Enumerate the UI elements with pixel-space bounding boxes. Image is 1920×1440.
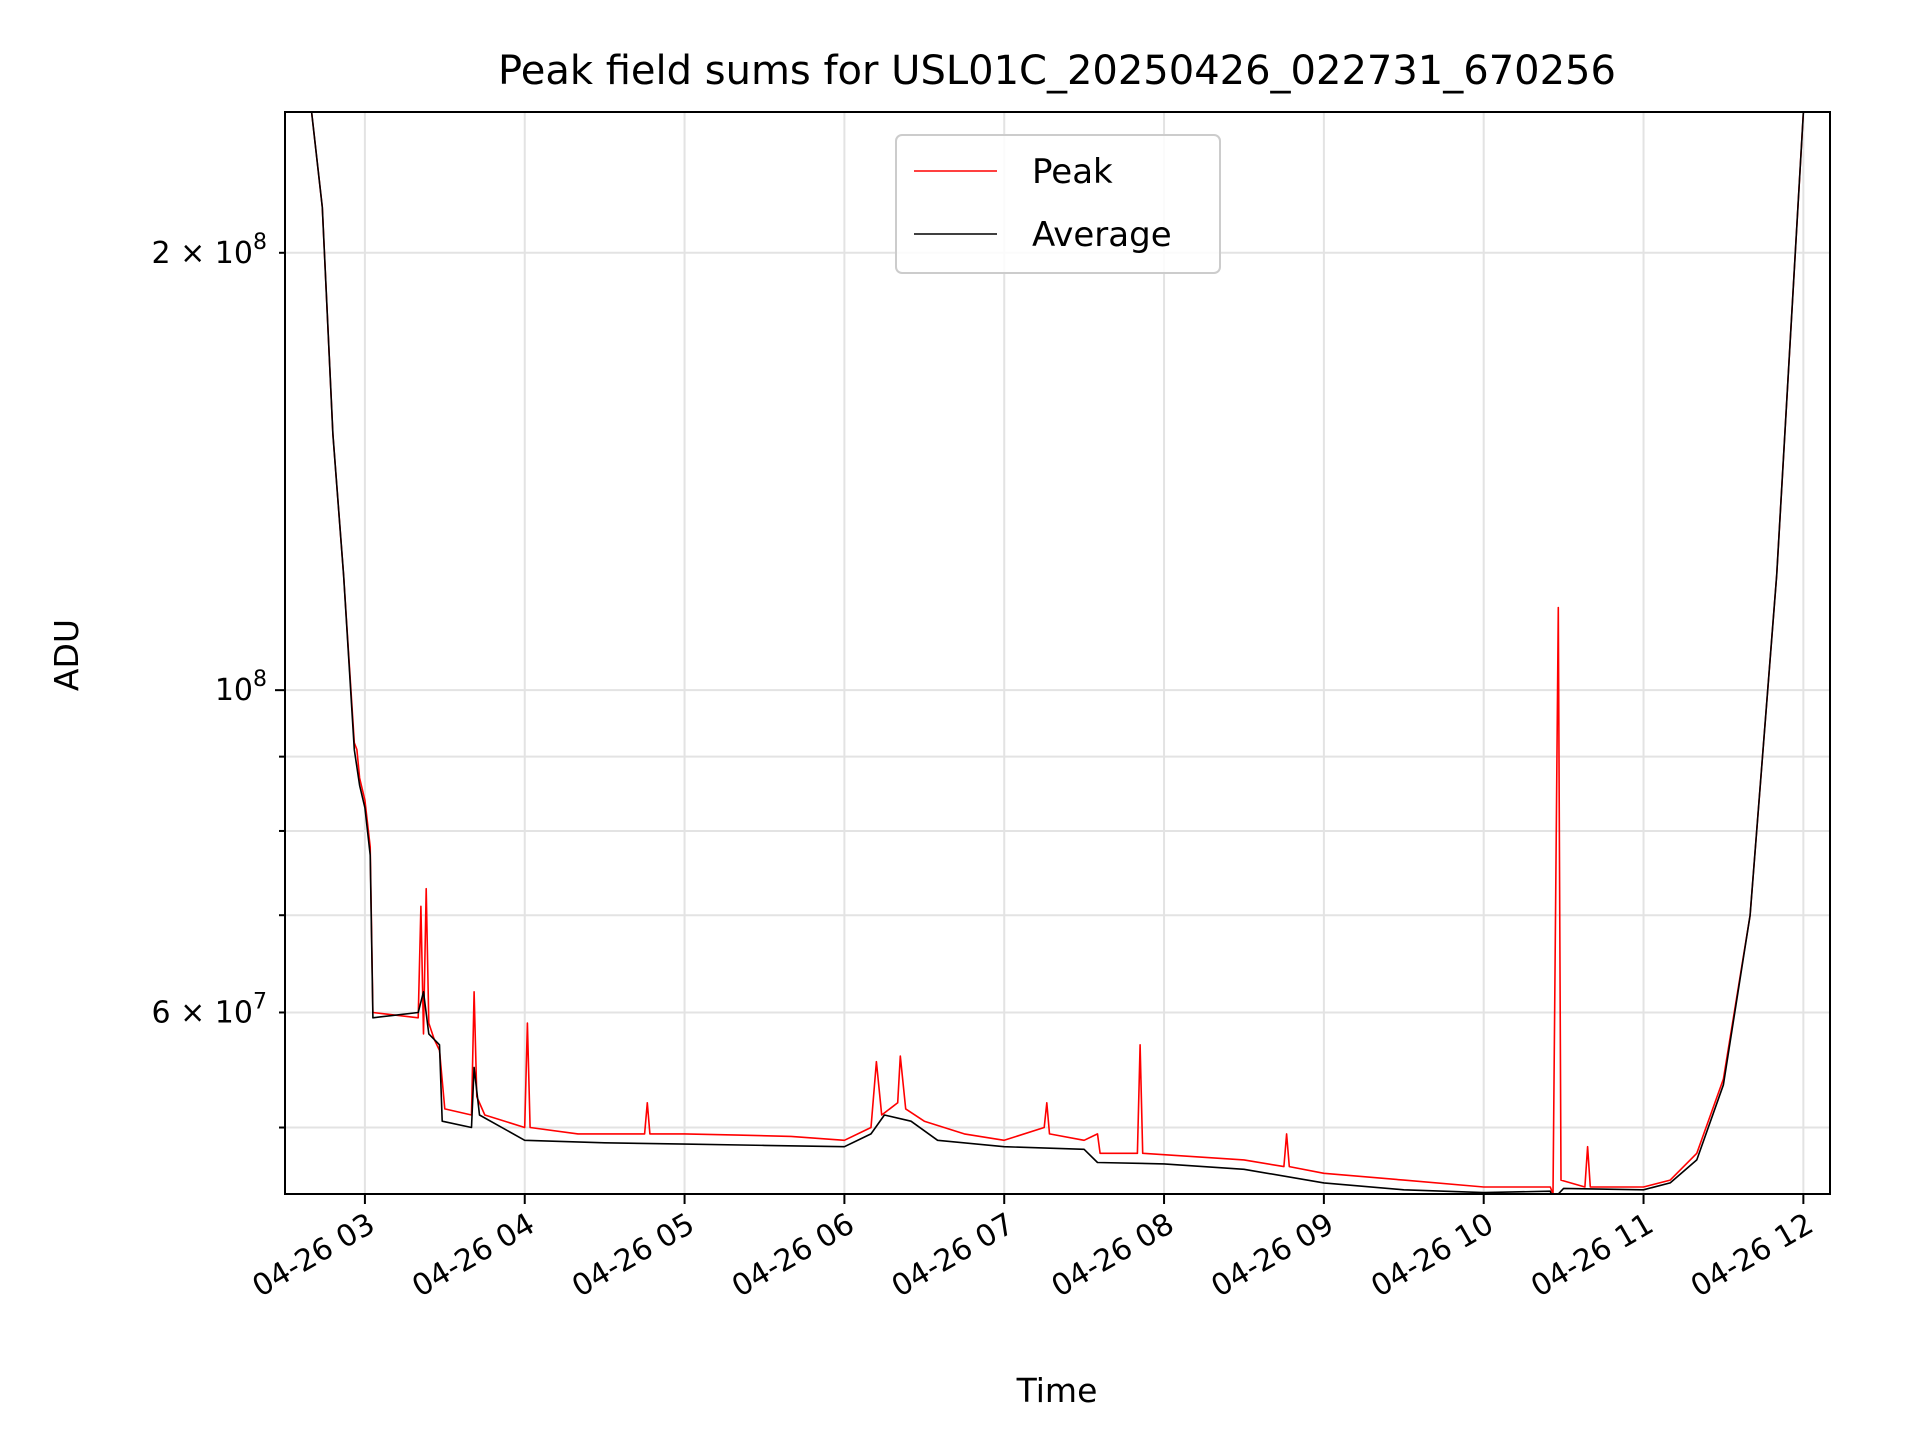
- legend-label-average: Average: [1032, 215, 1172, 255]
- y-tick-label: 6 × 107: [152, 989, 267, 1030]
- series-line-average: [310, 112, 1805, 1194]
- legend-label-peak: Peak: [1032, 152, 1113, 192]
- y-axis-ticks: 108 6 × 107 2 × 108: [152, 230, 285, 1129]
- legend: Peak Average: [895, 134, 1221, 274]
- chart-title: Peak field sums for USL01C_20250426_0227…: [498, 48, 1616, 94]
- x-axis-title: Time: [1016, 1371, 1098, 1410]
- y-axis-title: ADU: [47, 619, 86, 691]
- series-line-peak: [310, 112, 1805, 1194]
- y-tick-label: 2 × 108: [152, 230, 267, 271]
- plot-frame: [284, 111, 1831, 1195]
- grid: [285, 112, 1830, 1194]
- series-layer: [310, 112, 1805, 1194]
- y-tick-label: 108: [215, 667, 267, 708]
- plot-area: [310, 112, 1805, 1194]
- legend-box: [895, 134, 1221, 274]
